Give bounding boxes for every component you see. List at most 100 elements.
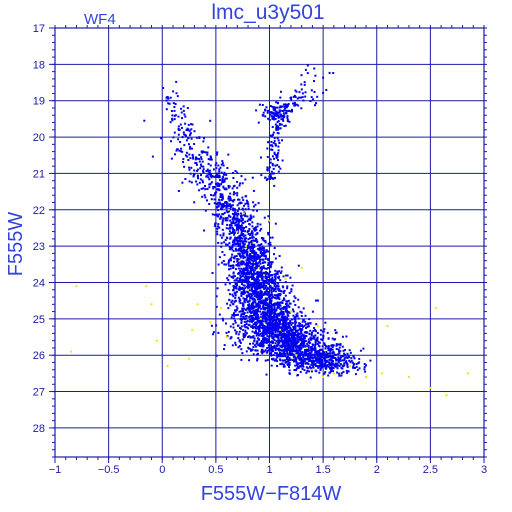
blue-star-point xyxy=(253,269,256,272)
blue-star-point xyxy=(359,349,362,352)
blue-star-point xyxy=(256,353,259,356)
blue-star-point xyxy=(279,351,281,354)
blue-star-point xyxy=(280,307,283,310)
blue-star-point xyxy=(241,253,244,256)
blue-star-point xyxy=(288,311,291,314)
blue-star-point xyxy=(279,330,281,333)
blue-star-point xyxy=(285,324,288,327)
yellow-star-point xyxy=(220,306,223,309)
y-tick-label: 27 xyxy=(33,387,45,399)
blue-star-point xyxy=(290,330,293,333)
blue-star-point xyxy=(246,300,249,303)
blue-star-point xyxy=(292,95,295,98)
blue-star-point xyxy=(234,285,237,288)
blue-star-point xyxy=(320,338,323,341)
blue-star-point xyxy=(238,207,241,210)
blue-star-point xyxy=(251,244,254,247)
blue-star-point xyxy=(320,358,323,361)
blue-star-point xyxy=(266,177,269,180)
blue-star-point xyxy=(287,326,290,329)
blue-star-point xyxy=(237,313,239,316)
blue-star-point xyxy=(314,74,317,77)
blue-star-point xyxy=(304,323,307,326)
blue-star-point xyxy=(295,341,298,344)
blue-star-point xyxy=(276,276,279,279)
blue-star-point xyxy=(255,321,257,324)
blue-star-point xyxy=(298,358,301,361)
blue-star-point xyxy=(268,244,271,247)
blue-star-point xyxy=(253,283,256,286)
blue-star-point xyxy=(307,323,310,326)
blue-star-point xyxy=(224,218,227,221)
blue-star-point xyxy=(220,245,223,248)
blue-star-point xyxy=(301,334,304,337)
blue-star-point xyxy=(310,356,313,359)
blue-star-point xyxy=(304,91,307,94)
blue-star-point xyxy=(274,328,277,331)
blue-star-point xyxy=(229,219,232,222)
blue-star-point xyxy=(326,365,329,367)
blue-star-point xyxy=(289,319,292,322)
blue-star-point xyxy=(251,221,254,224)
blue-star-point xyxy=(233,275,236,278)
blue-star-point xyxy=(240,215,243,218)
blue-star-point xyxy=(291,352,294,355)
blue-star-point xyxy=(264,308,267,311)
blue-star-point xyxy=(282,103,285,106)
blue-star-point xyxy=(282,320,285,323)
blue-star-point xyxy=(260,281,263,284)
blue-star-point xyxy=(286,356,289,358)
blue-star-point xyxy=(270,263,273,266)
blue-star-point xyxy=(172,90,175,93)
blue-star-point xyxy=(275,302,278,305)
blue-star-point xyxy=(274,349,277,351)
blue-star-point xyxy=(237,272,240,275)
blue-star-point xyxy=(276,304,279,307)
blue-star-point xyxy=(320,366,323,369)
blue-star-point xyxy=(264,241,267,244)
blue-star-point xyxy=(306,72,309,75)
blue-star-point xyxy=(233,317,235,320)
blue-star-point xyxy=(297,264,300,267)
blue-star-point xyxy=(302,353,305,356)
blue-star-point xyxy=(256,288,259,291)
blue-star-point xyxy=(270,318,273,321)
blue-star-point xyxy=(260,243,263,246)
blue-star-point xyxy=(340,356,343,359)
y-tick-label: 19 xyxy=(33,96,45,108)
blue-star-point xyxy=(320,348,323,351)
blue-star-point xyxy=(252,277,255,279)
blue-star-point xyxy=(243,289,246,291)
blue-star-point xyxy=(292,314,295,317)
blue-star-point xyxy=(283,338,286,341)
blue-star-point xyxy=(264,176,267,179)
blue-star-point xyxy=(237,242,240,245)
blue-star-point xyxy=(222,232,225,235)
blue-star-point xyxy=(252,209,255,212)
blue-star-point xyxy=(223,178,226,181)
blue-star-point xyxy=(238,258,241,261)
blue-star-point xyxy=(275,334,278,337)
blue-star-point xyxy=(324,362,327,365)
blue-star-point xyxy=(218,256,221,259)
blue-star-point xyxy=(281,319,284,321)
blue-star-point xyxy=(227,227,230,230)
blue-star-point xyxy=(226,167,229,169)
blue-star-point xyxy=(311,337,314,340)
blue-star-point xyxy=(343,358,346,360)
blue-star-point xyxy=(280,338,283,341)
blue-star-point xyxy=(244,256,246,259)
blue-star-point xyxy=(239,286,242,289)
blue-star-point xyxy=(279,96,282,99)
blue-star-point xyxy=(252,215,255,218)
blue-star-point xyxy=(248,316,251,318)
blue-star-point xyxy=(275,127,278,130)
blue-star-point xyxy=(243,324,246,326)
blue-star-point xyxy=(283,342,286,345)
blue-star-point xyxy=(248,265,251,268)
blue-star-point xyxy=(267,322,270,325)
blue-star-point xyxy=(255,228,258,231)
blue-star-point xyxy=(282,119,285,122)
blue-star-point xyxy=(281,105,284,108)
blue-star-point xyxy=(274,330,277,333)
